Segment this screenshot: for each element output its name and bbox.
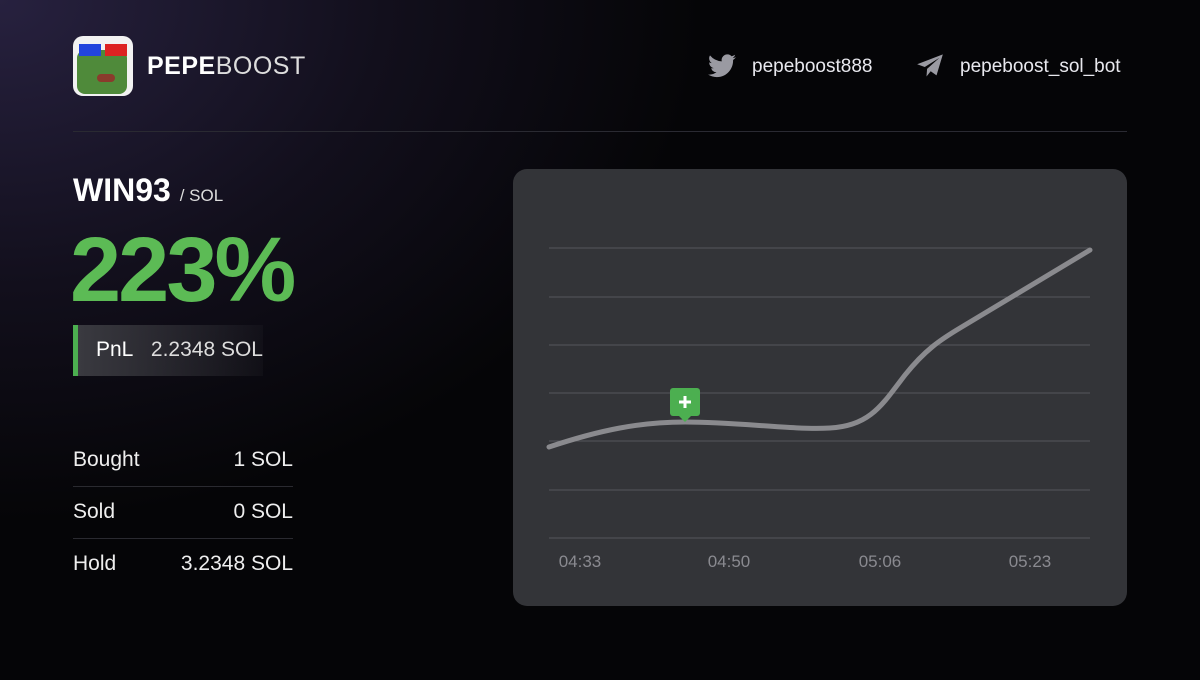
stat-label: Bought [73,448,140,471]
gain: 223% [70,219,296,321]
x-tick-label: 04:50 [708,552,751,571]
x-tick-label: 05:23 [1009,552,1052,571]
stat-value: 3.2348 SOL [180,552,293,575]
brand-bold: PEPE [147,52,216,80]
token-name: WIN93 [73,172,171,208]
stat-value: 1 SOL [233,448,293,471]
twitter-handle[interactable]: pepeboost888 [752,56,873,77]
stat-value: 0 SOL [233,500,293,523]
token-pair: / SOL [179,186,224,205]
x-tick-label: 05:06 [859,552,902,571]
stat-label: Sold [73,500,116,523]
token: WIN93 / SOL [73,172,223,209]
price-line [546,247,1093,450]
stat-row: Hold 3.2348 SOL [73,552,293,576]
divider [73,131,1127,132]
stat-row: Bought 1 SOL [73,448,293,472]
pnl-label: PnL [96,338,134,361]
twitter-icon [708,54,736,78]
pnl-value: 2.2348 SOL [150,338,263,361]
x-tick-label: 04:33 [559,552,602,571]
chart-panel [513,169,1127,606]
separator [73,486,293,487]
pnl-box: PnL 2.2348 SOL [73,325,263,376]
brand: PEPEBOOST [147,52,306,81]
stat-label: Hold [73,552,117,575]
logo [73,36,133,96]
brand-light: BOOST [215,52,306,80]
buy-marker [670,388,700,422]
separator [73,538,293,539]
stat-row: Sold 0 SOL [73,500,293,524]
grid [549,247,1090,539]
telegram-handle[interactable]: pepeboost_sol_bot [960,56,1121,77]
telegram-icon [917,54,943,77]
